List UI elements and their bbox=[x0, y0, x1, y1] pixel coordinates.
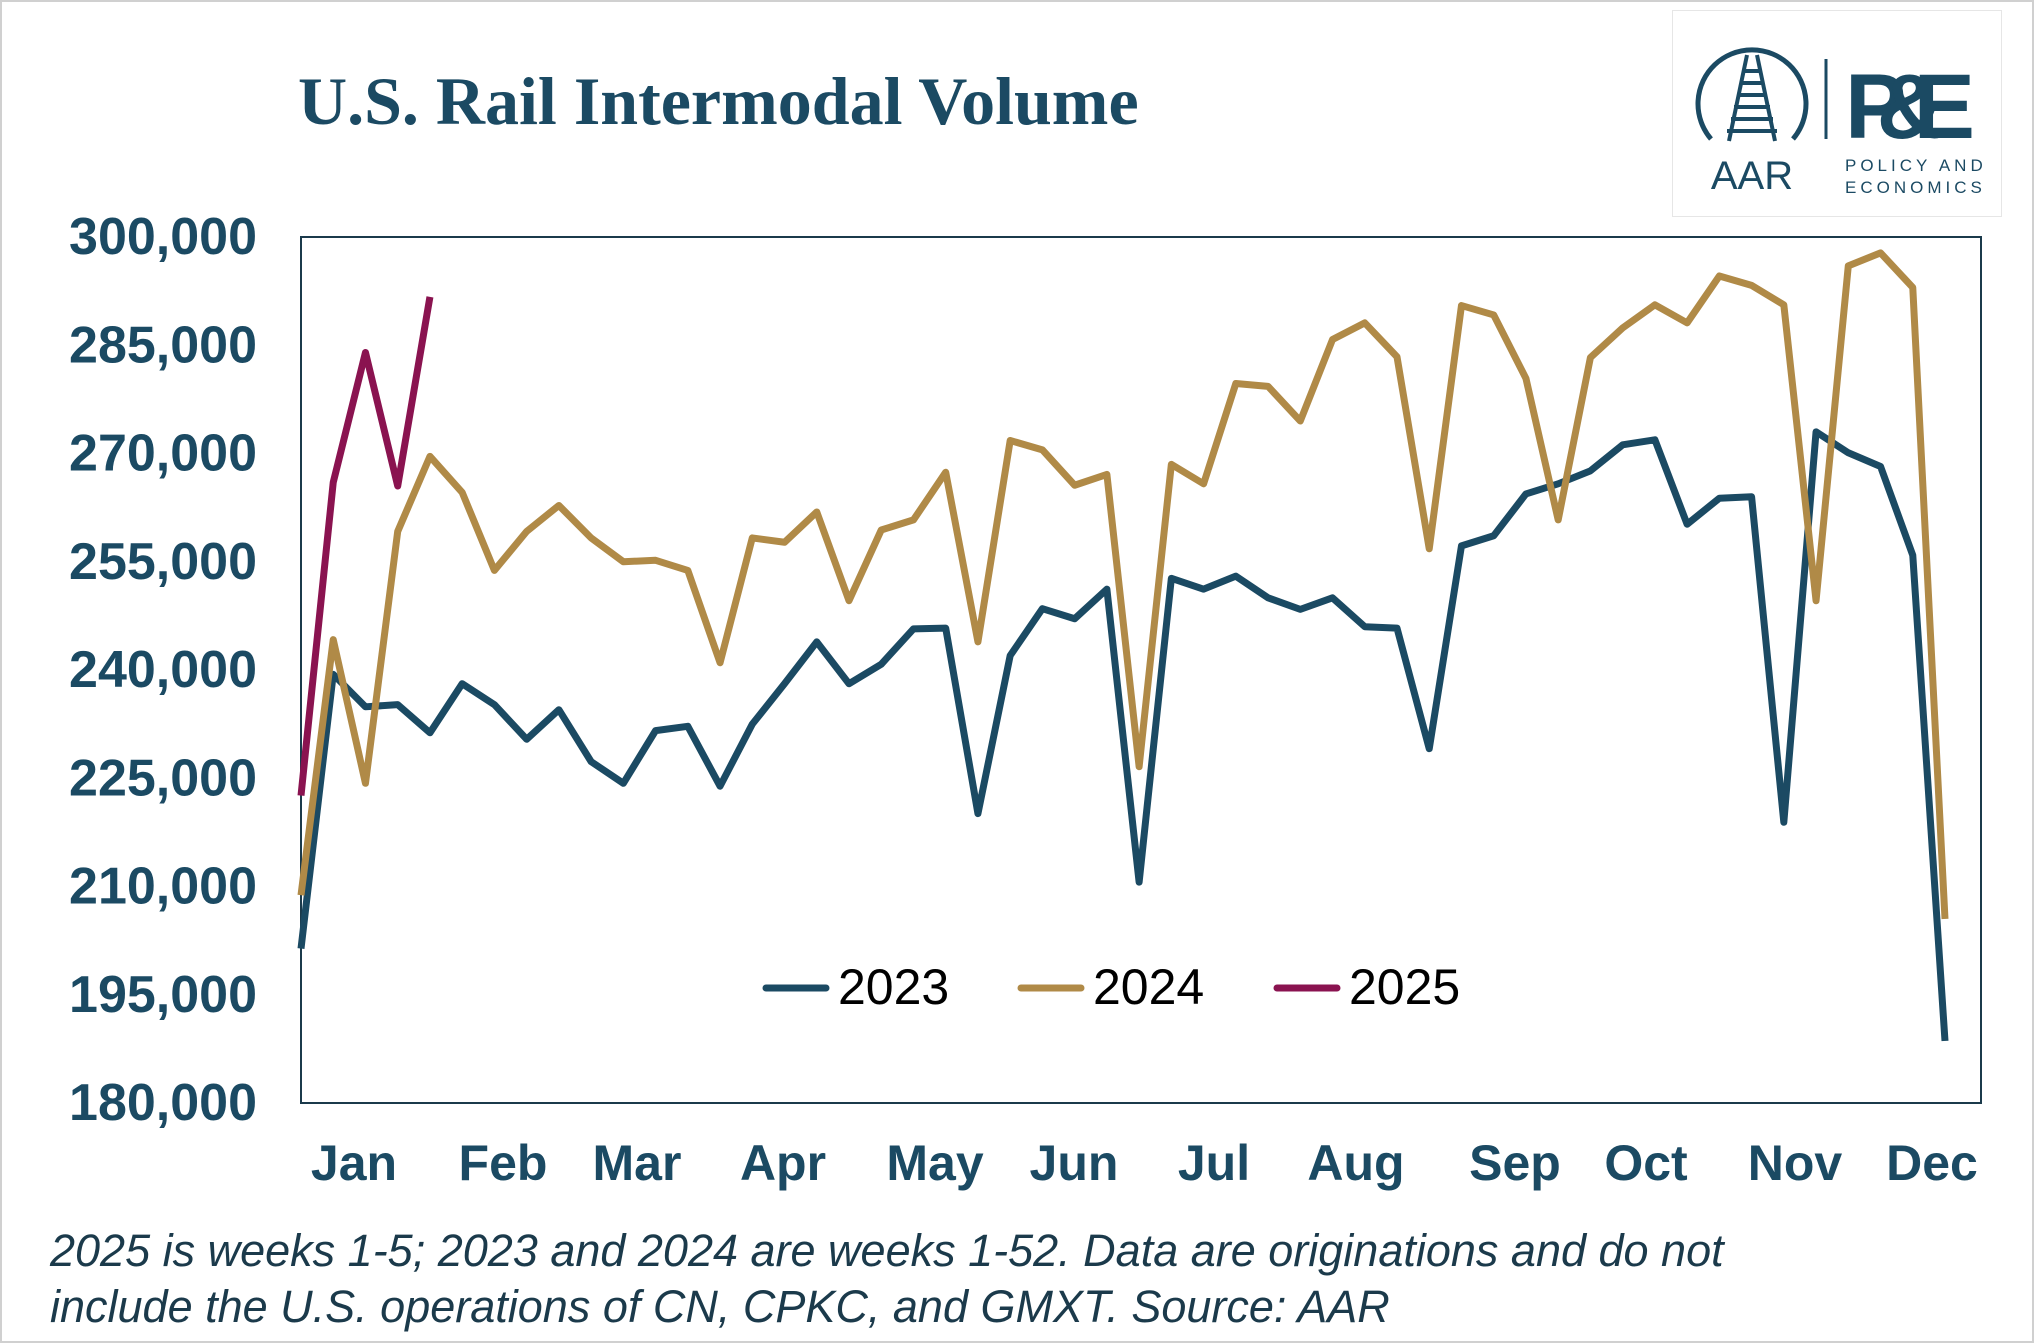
y-tick-label: 210,000 bbox=[69, 858, 257, 916]
series-line-2025 bbox=[297, 296, 434, 796]
y-tick-label: 225,000 bbox=[69, 749, 257, 807]
plot-area bbox=[300, 236, 1982, 1104]
y-tick-label: 270,000 bbox=[69, 425, 257, 483]
x-tick-label: Feb bbox=[459, 1135, 548, 1191]
logo-graphic: AAR P&E POLICY AND ECONOMICS bbox=[1695, 47, 1987, 198]
x-tick-label: Oct bbox=[1604, 1135, 1688, 1191]
x-tick-label: Aug bbox=[1307, 1135, 1404, 1191]
footnote-line-1: 2025 is weeks 1-5; 2023 and 2024 are wee… bbox=[50, 1225, 1724, 1276]
y-tick-label: 180,000 bbox=[69, 1074, 257, 1132]
legend-label-2025: 2025 bbox=[1349, 959, 1460, 1015]
logo-pe: P&E bbox=[1845, 56, 1975, 158]
x-tick-label: Jun bbox=[1030, 1135, 1119, 1191]
y-tick-label: 285,000 bbox=[69, 316, 257, 374]
y-tick-label: 300,000 bbox=[69, 208, 257, 266]
x-tick-label: May bbox=[886, 1135, 983, 1191]
x-tick-label: Jan bbox=[311, 1135, 397, 1191]
x-tick-label: Sep bbox=[1469, 1135, 1561, 1191]
legend-label-2023: 2023 bbox=[838, 959, 949, 1015]
chart-title: U.S. Rail Intermodal Volume bbox=[298, 63, 1139, 139]
series-line-2024 bbox=[297, 249, 1949, 920]
logo-sub2: ECONOMICS bbox=[1845, 178, 1986, 197]
aar-pe-logo: AAR P&E POLICY AND ECONOMICS bbox=[1672, 10, 2002, 217]
footnote-line-2: include the U.S. operations of CN, CPKC,… bbox=[50, 1281, 1390, 1332]
y-tick-label: 255,000 bbox=[69, 533, 257, 591]
x-tick-label: Dec bbox=[1886, 1135, 1978, 1191]
y-tick-label: 240,000 bbox=[69, 641, 257, 699]
line-chart: 180,000 195,000 210,000 225,000 240,000 255,0… bbox=[69, 208, 1982, 1191]
rail-track-icon bbox=[1727, 54, 1777, 142]
y-tick-label: 195,000 bbox=[69, 966, 257, 1024]
logo-sub1: POLICY AND bbox=[1845, 156, 1987, 175]
x-tick-label: Jul bbox=[1178, 1135, 1250, 1191]
series-line-2023 bbox=[297, 428, 1949, 1042]
logo-aar: AAR bbox=[1711, 154, 1793, 198]
legend-label-2024: 2024 bbox=[1093, 959, 1204, 1015]
x-tick-label: Mar bbox=[593, 1135, 682, 1191]
x-tick-label: Nov bbox=[1748, 1135, 1843, 1191]
x-tick-label: Apr bbox=[740, 1135, 826, 1191]
